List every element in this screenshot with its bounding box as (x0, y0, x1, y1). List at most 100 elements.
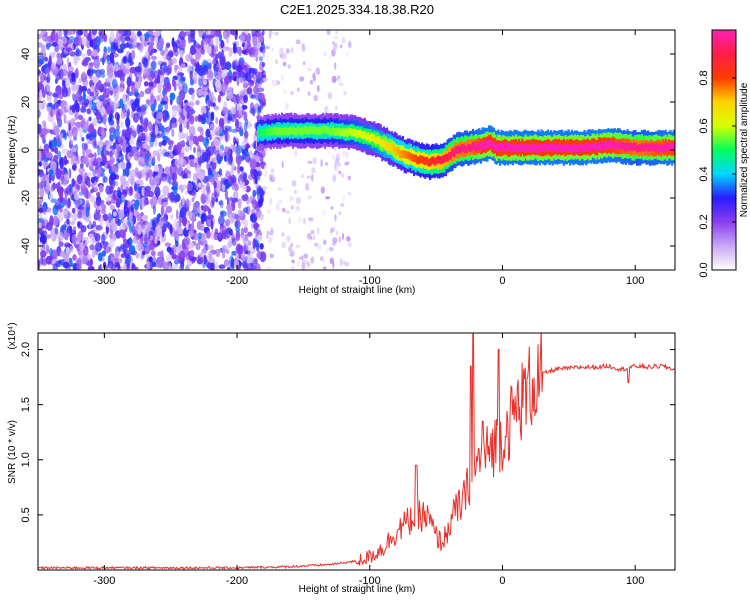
noise-blob (334, 214, 337, 222)
noise-blob (174, 40, 181, 49)
noise-blob (68, 66, 75, 72)
noise-blob (92, 220, 97, 228)
noise-blob (211, 47, 217, 59)
noise-blob (322, 209, 326, 216)
ridge-cell (406, 151, 409, 159)
noise-blob (233, 136, 237, 145)
ridge-cell (648, 143, 651, 152)
noise-blob (223, 177, 227, 186)
noise-blob (190, 58, 196, 65)
noise-blob (126, 89, 129, 94)
noise-blob (210, 123, 215, 130)
ridge-cell (349, 128, 352, 136)
noise-blob (82, 248, 89, 256)
noise-blob (193, 39, 197, 47)
ridge-cell (347, 127, 350, 136)
noise-blob (135, 171, 143, 178)
noise-blob (97, 252, 103, 262)
snr-y-ticks: 0.5 1.0 1.5 2.0 (20, 342, 675, 523)
noise-blob (194, 50, 202, 62)
noise-blob (169, 266, 175, 270)
noise-blob (109, 90, 114, 96)
ridge-cell (338, 128, 341, 136)
noise-blob (124, 30, 132, 38)
ridge-cell (589, 144, 592, 152)
noise-blob (259, 251, 267, 263)
ridge-cell (489, 140, 492, 148)
ridge-cell (535, 145, 538, 153)
ridge-cell (507, 142, 510, 151)
noise-blob (59, 68, 64, 80)
ridge-cell (290, 126, 293, 135)
noise-blob (60, 156, 65, 168)
noise-blob (202, 112, 206, 122)
noise-blob (225, 35, 229, 44)
noise-blob (236, 264, 241, 270)
noise-blob (258, 92, 265, 100)
ridge-cell (341, 128, 344, 136)
noise-blob (187, 210, 192, 217)
noise-blob (96, 157, 103, 164)
noise-blob (102, 213, 109, 222)
noise-blob (142, 242, 148, 248)
noise-blob (253, 74, 257, 83)
ridge-cell (315, 127, 319, 135)
y-tick-label: 0 (20, 147, 32, 153)
noise-blob (83, 30, 88, 36)
noise-blob (78, 78, 82, 84)
noise-blob (161, 130, 166, 139)
noise-blob (58, 188, 64, 197)
ridge-cell (460, 144, 463, 152)
noise-blob (151, 195, 158, 206)
noise-blob (215, 127, 219, 134)
noise-blob (89, 244, 95, 251)
ridge-cell (521, 143, 524, 151)
colorbar: 0.0 0.2 0.4 0.6 0.8 Normalized spectral ampl… (698, 29, 750, 278)
ridge-cell (384, 141, 387, 150)
ridge-cell (656, 144, 659, 153)
noise-blob (170, 117, 177, 124)
noise-blob (288, 217, 291, 225)
noise-blob (154, 137, 158, 147)
spectrogram-heatmap (38, 30, 675, 270)
noise-blob (216, 30, 222, 37)
noise-blob (51, 139, 57, 148)
noise-blob (91, 249, 96, 259)
noise-blob (225, 219, 231, 227)
noise-blob (291, 180, 297, 187)
noise-blob (213, 169, 217, 175)
y-tick-label: -40 (20, 238, 32, 254)
noise-blob (64, 232, 70, 237)
noise-blob (189, 109, 196, 115)
ridge-cell (441, 155, 444, 164)
noise-blob (113, 42, 117, 49)
ridge-cell (636, 145, 639, 153)
noise-blob (244, 154, 251, 163)
ridge-cell (429, 158, 432, 167)
noise-blob (41, 99, 46, 107)
ridge-cell (354, 128, 357, 137)
noise-blob (66, 150, 73, 159)
noise-blob (154, 236, 158, 245)
noise-blob (347, 241, 352, 247)
noise-blob (56, 168, 62, 180)
noise-blob (231, 237, 237, 247)
noise-blob (72, 164, 77, 170)
noise-blob (80, 225, 87, 233)
noise-blob (121, 161, 126, 171)
noise-blob (130, 135, 135, 145)
noise-blob (265, 235, 269, 239)
noise-blob (274, 31, 279, 36)
noise-blob (148, 121, 153, 132)
noise-blob (109, 238, 115, 248)
noise-blob (243, 226, 248, 234)
ridge-cell (476, 142, 479, 150)
noise-blob (188, 230, 194, 237)
ridge-cell (422, 156, 425, 165)
noise-blob (247, 41, 251, 48)
colorbar-label: Normalized spectral amplitude (739, 82, 750, 217)
noise-blob (109, 185, 114, 195)
noise-blob (69, 77, 76, 85)
noise-blob (198, 172, 205, 181)
noise-blob (100, 126, 105, 137)
